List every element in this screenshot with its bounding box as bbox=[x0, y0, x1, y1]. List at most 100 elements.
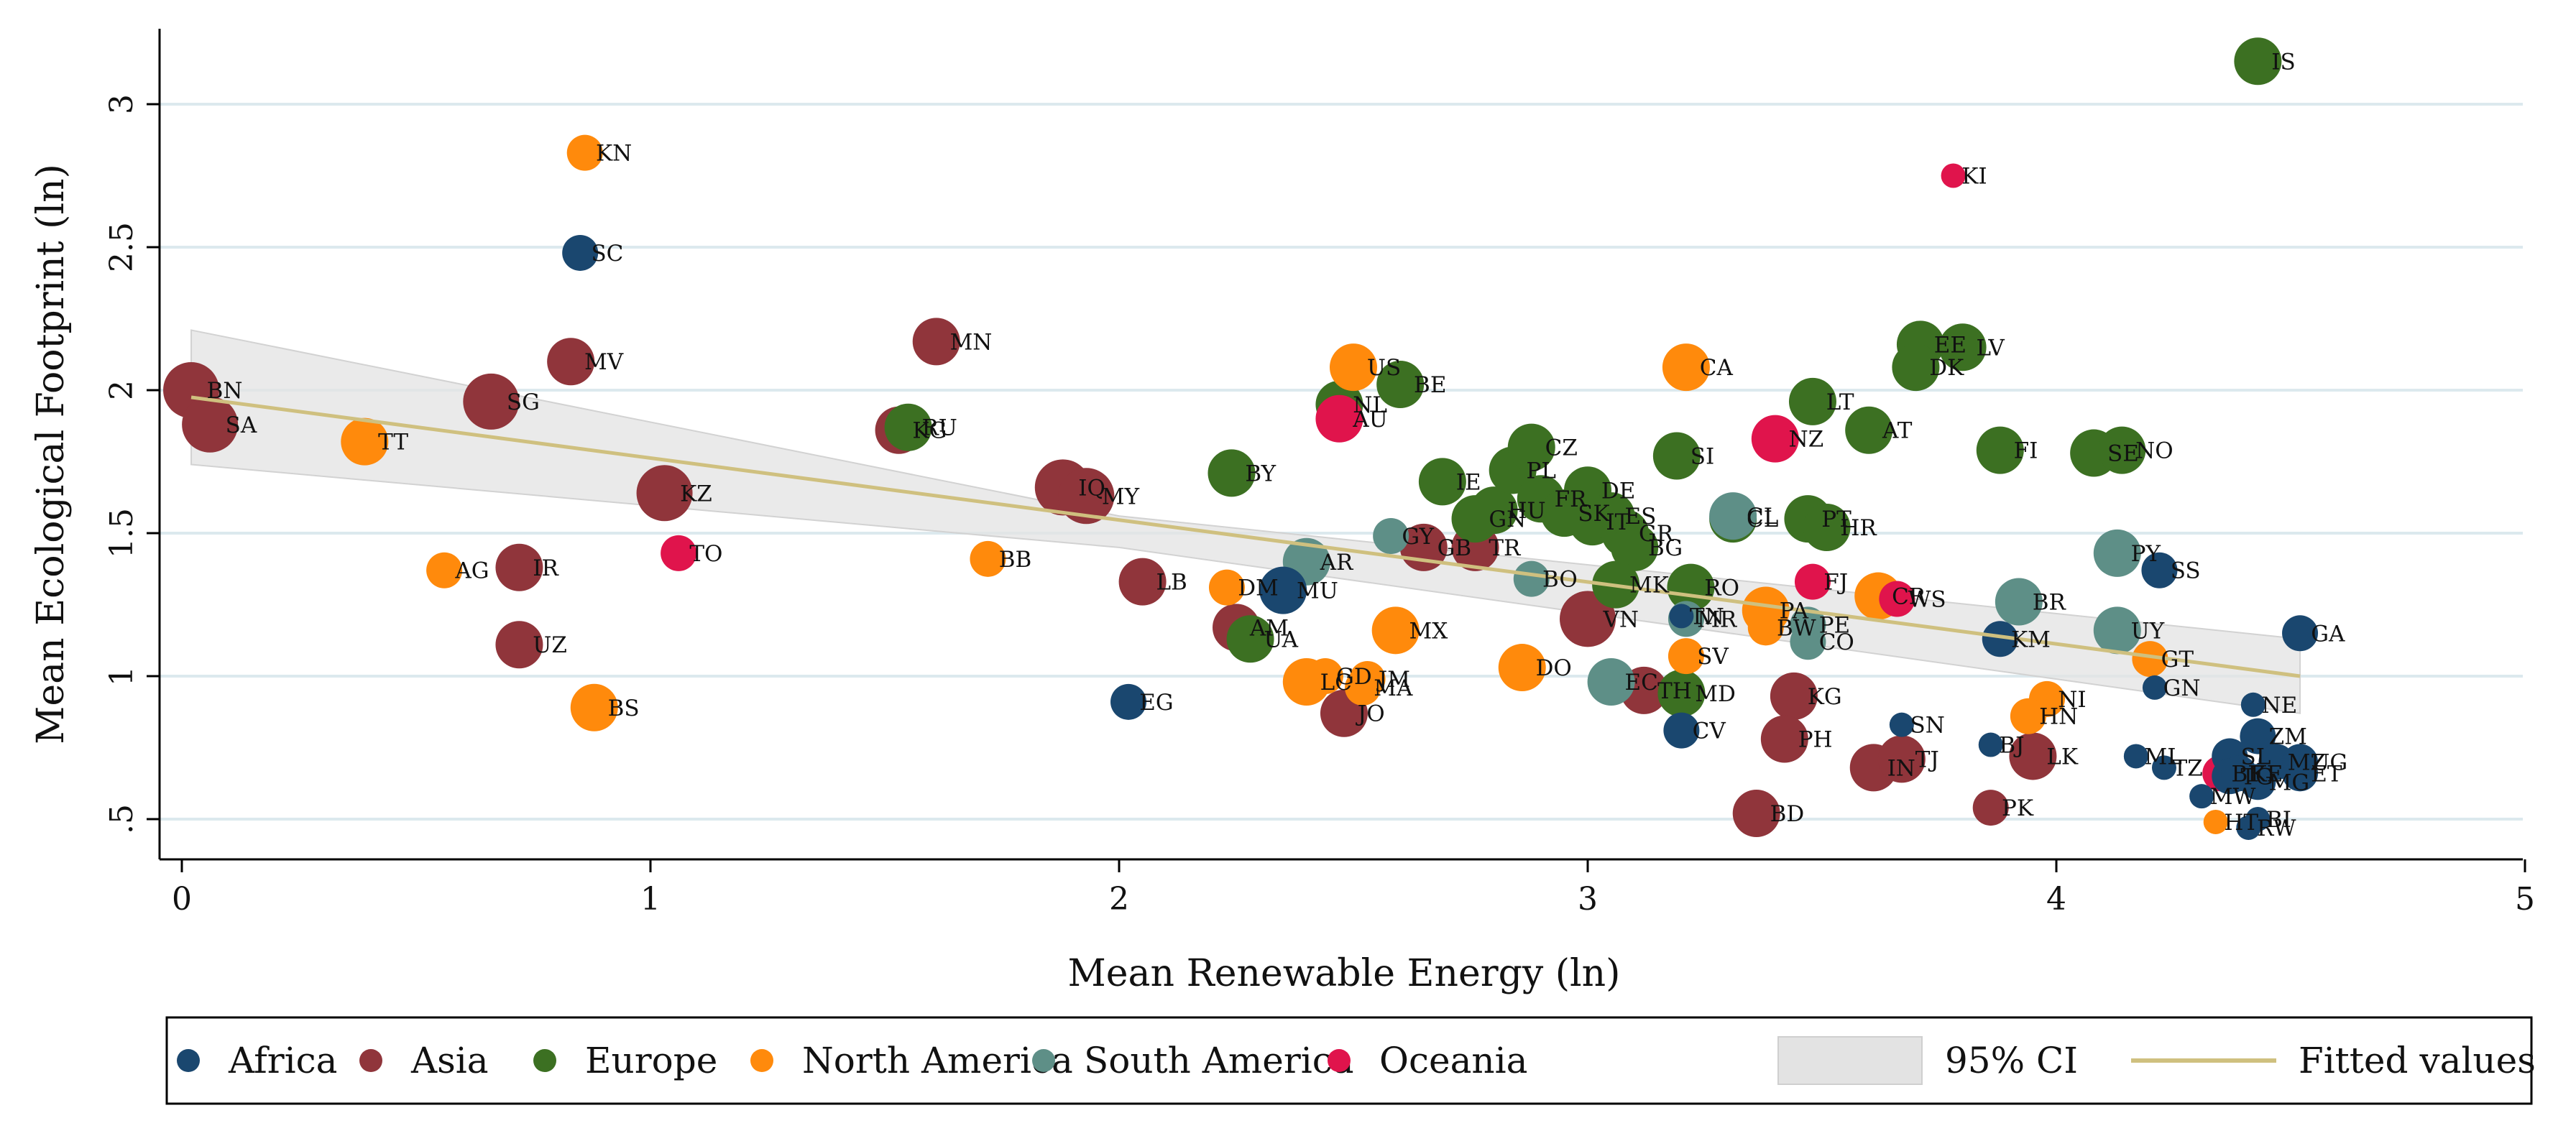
data-point-MV bbox=[547, 338, 595, 386]
data-point-KM bbox=[1982, 621, 2018, 657]
point-label-MD: MD bbox=[1695, 681, 1736, 707]
point-label-DK: DK bbox=[1929, 355, 1964, 381]
point-label-KZ: KZ bbox=[680, 481, 712, 507]
point-label-FI: FI bbox=[2014, 438, 2038, 464]
y-tick-label: 1.5 bbox=[104, 508, 140, 558]
point-label-HU: HU bbox=[1507, 498, 1545, 524]
data-point-SA bbox=[182, 396, 239, 453]
point-label-GN: GN bbox=[1489, 507, 1526, 532]
data-point-LB bbox=[1118, 558, 1167, 606]
x-tick-label: 0 bbox=[172, 881, 192, 918]
point-label-IQ: IQ bbox=[1078, 475, 1105, 501]
point-label-RO: RO bbox=[1704, 576, 1739, 601]
data-point-GA bbox=[2282, 615, 2319, 652]
point-label-MN: MN bbox=[950, 329, 993, 355]
data-point-RU bbox=[884, 403, 932, 451]
point-label-EE: EE bbox=[1934, 332, 1966, 358]
data-point-BB bbox=[970, 540, 1006, 577]
data-point-WS bbox=[1879, 581, 1915, 617]
point-label-LC: LC bbox=[1320, 670, 1352, 696]
legend: Africa Asia Europe North America South Ameri… bbox=[165, 1016, 2536, 1105]
data-point-SC bbox=[562, 234, 599, 271]
data-point-LT bbox=[1788, 377, 1836, 425]
point-label-BY: BY bbox=[1245, 461, 1276, 486]
data-point-DO bbox=[1498, 644, 1546, 692]
point-label-AM: AM bbox=[1249, 615, 1289, 641]
x-tick-label: 3 bbox=[1578, 881, 1598, 918]
data-point-ML bbox=[2123, 744, 2148, 769]
point-label-LB: LB bbox=[1156, 570, 1187, 596]
legend-label-4: South America bbox=[1084, 1040, 1354, 1081]
point-label-AR: AR bbox=[1320, 550, 1354, 576]
point-label-BI: BI bbox=[2266, 807, 2291, 833]
data-point-MU bbox=[1259, 566, 1307, 614]
point-label-IR: IR bbox=[533, 555, 559, 581]
data-point-HN bbox=[2010, 698, 2046, 734]
data-point-ZM bbox=[2240, 718, 2276, 754]
data-point-BR bbox=[1995, 578, 2043, 626]
point-label-CR: CR bbox=[1892, 584, 1927, 610]
point-label-MR: MR bbox=[1697, 606, 1738, 632]
data-point-SV bbox=[1668, 638, 1704, 675]
point-label-PH: PH bbox=[1798, 727, 1833, 753]
legend-label-1: Asia bbox=[410, 1040, 489, 1081]
legend-label-0: Africa bbox=[228, 1040, 337, 1081]
point-label-LV: LV bbox=[1976, 335, 2005, 361]
legend-marker-1 bbox=[359, 1049, 382, 1072]
data-point-DK bbox=[1892, 343, 1940, 392]
legend-label-5: Oceania bbox=[1379, 1040, 1527, 1081]
point-label-IT: IT bbox=[1606, 509, 1629, 535]
point-label-SG: SG bbox=[507, 389, 540, 415]
data-point-VN bbox=[1560, 591, 1616, 647]
legend-label-ci: 95% CI bbox=[1945, 1040, 2078, 1081]
legend-marker-0 bbox=[177, 1049, 200, 1072]
data-point-NO bbox=[2098, 426, 2146, 474]
point-label-KE: KE bbox=[2250, 761, 2283, 787]
data-point-KZ bbox=[636, 465, 693, 522]
data-point-FJ bbox=[1794, 563, 1831, 600]
data-point-FI bbox=[1976, 426, 2024, 474]
point-label-BN: BN bbox=[207, 378, 243, 404]
data-point-UA bbox=[1226, 615, 1274, 663]
point-label-KM: KM bbox=[2011, 627, 2051, 652]
data-point-BD bbox=[1732, 790, 1780, 838]
data-point-IR bbox=[495, 543, 543, 591]
legend-label-3: North America bbox=[802, 1040, 1073, 1081]
point-label-DM: DM bbox=[1238, 576, 1279, 601]
x-tick-label: 5 bbox=[2515, 881, 2535, 918]
point-label-GN: GN bbox=[2163, 675, 2201, 701]
x-axis-title: Mean Renewable Energy (ln) bbox=[1068, 952, 1621, 995]
data-point-JM bbox=[1349, 660, 1386, 697]
data-point-MD bbox=[1657, 669, 1706, 717]
data-point-NE bbox=[2240, 692, 2266, 717]
point-label-SK: SK bbox=[1578, 501, 1610, 527]
data-point-CA bbox=[1662, 343, 1710, 392]
data-point-SI bbox=[1652, 432, 1701, 480]
data-point-DM bbox=[1208, 569, 1245, 606]
point-label-MX: MX bbox=[1409, 618, 1448, 644]
data-point-PH bbox=[1760, 715, 1808, 763]
point-label-PY: PY bbox=[2131, 541, 2161, 567]
point-label-UY: UY bbox=[2131, 618, 2165, 644]
data-point-GD bbox=[1307, 658, 1343, 694]
point-label-BB: BB bbox=[999, 547, 1032, 573]
y-tick-label: 1 bbox=[104, 666, 140, 686]
y-tick-label: .5 bbox=[104, 804, 140, 834]
point-label-MA: MA bbox=[1374, 675, 1413, 701]
point-label-TJ: TJ bbox=[1915, 747, 1939, 772]
point-label-TZ: TZ bbox=[2173, 755, 2203, 781]
point-label-PA: PA bbox=[1780, 598, 1809, 624]
data-point-SS bbox=[2141, 552, 2178, 588]
point-label-HT: HT bbox=[2224, 810, 2258, 836]
point-label-KG: KG bbox=[912, 418, 947, 444]
point-label-TH: TH bbox=[1657, 678, 1692, 704]
point-label-SS: SS bbox=[2171, 558, 2201, 584]
data-point-MY bbox=[1058, 468, 1115, 525]
data-point-UZ bbox=[495, 621, 543, 669]
legend-marker-5 bbox=[1328, 1049, 1351, 1072]
point-label-KN: KN bbox=[596, 141, 632, 167]
point-label-BE: BE bbox=[1414, 372, 1446, 398]
data-point-MW bbox=[2189, 784, 2214, 809]
point-label-WS: WS bbox=[1908, 587, 1946, 613]
